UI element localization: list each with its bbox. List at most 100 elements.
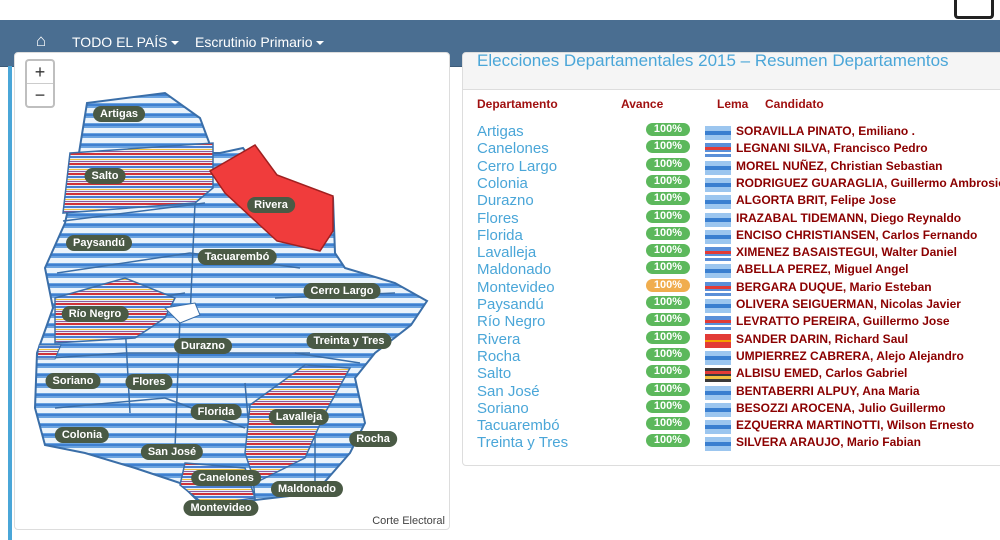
map-label-san-jose[interactable]: San José	[140, 444, 204, 460]
progress-badge: 100%	[646, 347, 690, 361]
map-label-colonia[interactable]: Colonia	[54, 427, 110, 443]
map-region-soriano-patch	[36, 344, 62, 360]
party-flag-icon	[705, 350, 731, 365]
map-label-paysandu[interactable]: Paysandú	[66, 235, 132, 251]
candidate-name: EZQUERRA MARTINOTTI, Wilson Ernesto	[736, 418, 975, 433]
table-row: San José 100% BENTABERRI ALPUY, Ana Maria	[463, 382, 1000, 400]
table-row: Lavalleja 100% XIMENEZ BASAISTEGUI, Walter…	[463, 244, 1000, 262]
progress-badge: 100%	[646, 123, 690, 136]
table-row: Canelones 100% LEGNANI SILVA, Francisco Pe…	[463, 140, 1000, 158]
department-link[interactable]: Canelones	[477, 140, 549, 158]
table-row: Montevideo 100% BERGARA DUQUE, Mario Esteb…	[463, 278, 1000, 296]
map-label-artigas[interactable]: Artigas	[93, 106, 145, 122]
department-link[interactable]: Río Negro	[477, 313, 546, 331]
table-row: Rocha 100% UMPIERREZ CABRERA, Alejo Alejan…	[463, 347, 1000, 365]
department-link[interactable]: San José	[477, 382, 540, 400]
progress-badge: 100%	[646, 278, 690, 292]
map-label-salto[interactable]: Salto	[84, 168, 126, 184]
map-panel[interactable]: + − Artigas Salto Rivera Paysandú Tacuar…	[14, 52, 450, 530]
candidate-name: ALBISU EMED, Carlos Gabriel	[736, 366, 908, 381]
map-region-salto[interactable]	[62, 142, 214, 214]
map-label-lavalleja[interactable]: Lavalleja	[268, 409, 330, 425]
map-label-durazno[interactable]: Durazno	[174, 338, 232, 354]
nav-todo-el-pais[interactable]: TODO EL PAÍS	[72, 34, 180, 50]
candidate-name: LEVRATTO PEREIRA, Guillermo Jose	[736, 314, 950, 329]
party-flag-icon	[705, 160, 731, 175]
zoom-in-button[interactable]: +	[34, 62, 46, 82]
department-link[interactable]: Cerro Largo	[477, 157, 558, 175]
department-link[interactable]: Salto	[477, 365, 512, 383]
party-flag-icon	[705, 264, 731, 279]
progress-badge: 100%	[646, 157, 690, 171]
party-flag-icon	[705, 437, 731, 452]
party-flag-icon	[705, 333, 731, 348]
table-row: Colonia 100% RODRIGUEZ GUARAGLIA, Guillerm…	[463, 174, 1000, 192]
header-lema: Lema	[717, 97, 749, 111]
party-flag-icon	[705, 126, 731, 140]
map-label-treinta-y-tres[interactable]: Treinta y Tres	[306, 333, 392, 349]
caret-down-icon	[316, 41, 325, 46]
progress-badge: 100%	[646, 365, 690, 379]
department-link[interactable]: Colonia	[477, 174, 528, 192]
map-label-maldonado[interactable]: Maldonado	[270, 481, 344, 497]
department-link[interactable]: Florida	[477, 226, 523, 244]
candidate-name: OLIVERA SEIGUERMAN, Nicolas Javier	[736, 297, 961, 311]
nav-escrutinio-primario-label: Escrutinio Primario	[195, 34, 313, 50]
progress-badge: 100%	[646, 174, 690, 188]
department-link[interactable]: Maldonado	[477, 261, 552, 279]
table-row: Flores 100% IRAZABAL TIDEMANN, Diego Reyna…	[463, 209, 1000, 227]
home-icon[interactable]: ⌂	[35, 31, 47, 50]
progress-badge: 100%	[646, 296, 690, 309]
progress-badge: 100%	[646, 417, 690, 431]
department-link[interactable]: Rivera	[477, 330, 521, 348]
zoom-out-button[interactable]: −	[27, 83, 53, 106]
progress-badge: 100%	[646, 226, 690, 240]
candidate-name: BESOZZI AROCENA, Julio Guillermo	[736, 400, 946, 415]
map-label-soriano[interactable]: Soriano	[45, 373, 101, 389]
candidate-name: RODRIGUEZ GUARAGLIA, Guillermo Ambrosio	[736, 175, 1000, 190]
map-label-rocha[interactable]: Rocha	[349, 431, 397, 447]
progress-badge: 100%	[646, 382, 690, 396]
party-flag-icon	[705, 143, 731, 158]
map-label-rivera[interactable]: Rivera	[247, 197, 295, 213]
candidate-name: LEGNANI SILVA, Francisco Pedro	[736, 141, 928, 156]
department-link[interactable]: Treinta y Tres	[477, 434, 569, 452]
nav-escrutinio-primario[interactable]: Escrutinio Primario	[195, 34, 325, 50]
party-flag-icon	[705, 177, 731, 192]
candidate-name: ALGORTA BRIT, Felipe Jose	[736, 193, 897, 208]
map-label-flores[interactable]: Flores	[125, 374, 173, 390]
progress-badge: 100%	[646, 140, 690, 154]
department-link[interactable]: Rocha	[477, 347, 521, 365]
department-link[interactable]: Lavalleja	[477, 244, 537, 262]
table-row: Durazno 100% ALGORTA BRIT, Felipe Jose	[463, 192, 1000, 210]
map-label-montevideo[interactable]: Montevideo	[183, 500, 259, 516]
progress-badge: 100%	[646, 399, 690, 413]
candidate-name: MOREL NUÑEZ, Christian Sebastian	[736, 158, 943, 173]
corner-icon[interactable]	[954, 0, 994, 19]
table-row: Maldonado 100% ABELLA PEREZ, Miguel Angel	[463, 261, 1000, 279]
department-link[interactable]: Tacuarembó	[477, 417, 560, 435]
department-link[interactable]: Artigas	[477, 123, 524, 140]
map-label-tacuarembo[interactable]: Tacuarembó	[197, 249, 277, 265]
progress-badge: 100%	[646, 192, 690, 206]
party-flag-icon	[705, 281, 731, 296]
candidate-name: SANDER DARIN, Richard Saul	[736, 331, 909, 346]
map-label-cerro-largo[interactable]: Cerro Largo	[303, 283, 381, 299]
department-link[interactable]: Soriano	[477, 399, 529, 417]
candidate-name: ENCISO CHRISTIANSEN, Carlos Fernando	[736, 227, 978, 242]
department-link[interactable]: Paysandú	[477, 296, 544, 313]
results-title: Elecciones Departamentales 2015 – Resume…	[477, 52, 949, 70]
results-header: Elecciones Departamentales 2015 – Resume…	[463, 53, 1000, 90]
progress-badge: 100%	[646, 330, 690, 344]
map-label-rio-negro[interactable]: Río Negro	[61, 306, 129, 322]
party-flag-icon	[705, 368, 731, 383]
department-link[interactable]: Montevideo	[477, 278, 555, 296]
table-row: Artigas 100% SORAVILLA PINATO, Emiliano .	[463, 123, 1000, 140]
map-label-florida[interactable]: Florida	[190, 404, 242, 420]
department-link[interactable]: Durazno	[477, 192, 534, 210]
map-label-canelones[interactable]: Canelones	[191, 470, 261, 486]
results-panel: Elecciones Departamentales 2015 – Resume…	[462, 52, 1000, 466]
uruguay-map[interactable]	[15, 53, 449, 529]
department-link[interactable]: Flores	[477, 209, 519, 227]
map-water	[163, 302, 201, 324]
